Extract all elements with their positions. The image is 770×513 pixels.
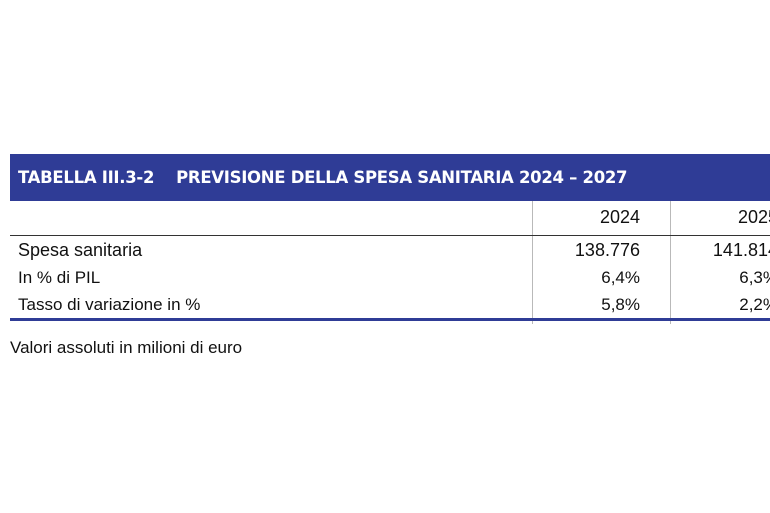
cell-value: 2,2%	[739, 295, 770, 314]
cell-value: 6,4%	[601, 268, 640, 287]
table-title: PREVISIONE DELLA SPESA SANITARIA 2024 – …	[176, 168, 628, 187]
table-row: In % di PIL 6,4% 6,3%	[10, 264, 770, 291]
forecast-table: TABELLA III.3-2 PREVISIONE DELLA SPESA S…	[10, 154, 770, 324]
column-divider	[532, 201, 533, 324]
column-header-2024: 2024	[599, 207, 640, 227]
table-body: 2024 2025 Spesa sanitaria 138.776 141.81…	[10, 201, 770, 321]
table-header-row: 2024 2025	[10, 201, 770, 236]
cell-value: 6,3%	[739, 268, 770, 287]
table-row: Spesa sanitaria 138.776 141.814	[10, 236, 770, 264]
table-bottom-rule	[10, 318, 770, 321]
cell-value: 141.814	[712, 240, 770, 260]
row-label: Spesa sanitaria	[18, 240, 143, 260]
row-label: Tasso di variazione in %	[18, 295, 201, 314]
column-header-2025: 2025	[737, 207, 770, 227]
row-label: In % di PIL	[18, 268, 101, 287]
cell-value: 138.776	[574, 240, 640, 260]
table-note: Valori assoluti in milioni di euro	[10, 338, 243, 357]
column-divider	[670, 201, 671, 324]
table-row: Tasso di variazione in % 5,8% 2,2%	[10, 291, 770, 318]
table-title-bar: TABELLA III.3-2 PREVISIONE DELLA SPESA S…	[10, 154, 770, 201]
cell-value: 5,8%	[601, 295, 640, 314]
table-code: TABELLA III.3-2	[18, 168, 155, 187]
